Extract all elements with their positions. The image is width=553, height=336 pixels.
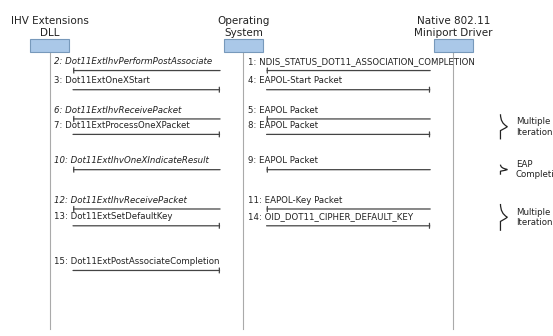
Text: 4: EAPOL-Start Packet: 4: EAPOL-Start Packet (248, 76, 342, 85)
Text: Operating
System: Operating System (217, 16, 269, 38)
Text: 14: OID_DOT11_CIPHER_DEFAULT_KEY: 14: OID_DOT11_CIPHER_DEFAULT_KEY (248, 212, 413, 221)
Text: 7: Dot11ExtProcessOneXPacket: 7: Dot11ExtProcessOneXPacket (54, 121, 190, 130)
Text: 11: EAPOL-Key Packet: 11: EAPOL-Key Packet (248, 196, 342, 205)
Text: 15: Dot11ExtPostAssociateCompletion: 15: Dot11ExtPostAssociateCompletion (54, 257, 220, 266)
Bar (224, 39, 263, 52)
Text: 9: EAPOL Packet: 9: EAPOL Packet (248, 156, 318, 165)
Text: EAP
Completion: EAP Completion (516, 160, 553, 179)
Text: Multiple
Iterations: Multiple Iterations (516, 208, 553, 227)
Text: 12: Dot11ExtIhvReceivePacket: 12: Dot11ExtIhvReceivePacket (54, 196, 187, 205)
Text: 13: Dot11ExtSetDefaultKey: 13: Dot11ExtSetDefaultKey (54, 212, 173, 221)
Text: IHV Extensions
DLL: IHV Extensions DLL (11, 16, 88, 38)
Text: 1: NDIS_STATUS_DOT11_ASSOCIATION_COMPLETION: 1: NDIS_STATUS_DOT11_ASSOCIATION_COMPLET… (248, 57, 474, 66)
Text: 6: Dot11ExtIhvReceivePacket: 6: Dot11ExtIhvReceivePacket (54, 106, 181, 115)
Text: 8: EAPOL Packet: 8: EAPOL Packet (248, 121, 318, 130)
Text: Native 802.11
Miniport Driver: Native 802.11 Miniport Driver (414, 16, 493, 38)
Bar (30, 39, 69, 52)
Text: 10: Dot11ExtIhvOneXIndicateResult: 10: Dot11ExtIhvOneXIndicateResult (54, 156, 209, 165)
Text: 3: Dot11ExtOneXStart: 3: Dot11ExtOneXStart (54, 76, 150, 85)
Bar (434, 39, 473, 52)
Text: 5: EAPOL Packet: 5: EAPOL Packet (248, 106, 318, 115)
Text: Multiple
Iterations: Multiple Iterations (516, 117, 553, 136)
Text: 2: Dot11ExtIhvPerformPostAssociate: 2: Dot11ExtIhvPerformPostAssociate (54, 57, 212, 66)
